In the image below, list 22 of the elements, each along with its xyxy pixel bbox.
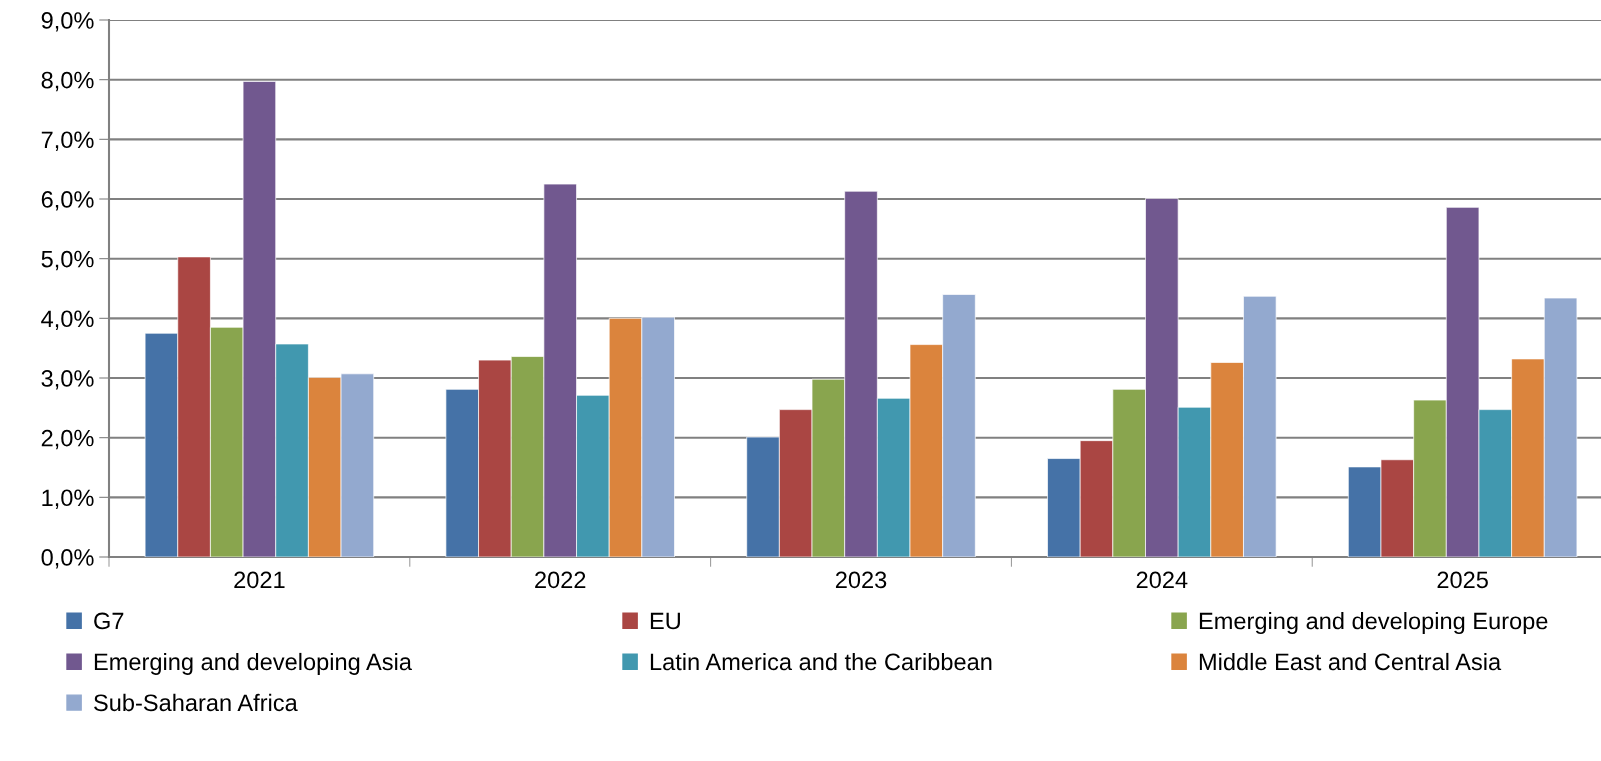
x-tick-label: 2025: [1437, 571, 1488, 589]
y-tick-label: 6,0%: [41, 191, 94, 211]
y-tick-label: 7,0%: [41, 131, 94, 151]
legend-label: G7: [94, 612, 124, 630]
y-tick-label: 2,0%: [41, 429, 94, 450]
y-tick-label: 3,0%: [41, 370, 94, 390]
y-tick-label: 8,0%: [41, 71, 94, 92]
legend-label: Sub-Saharan Africa: [94, 693, 298, 712]
x-tick-label: 2021: [234, 571, 285, 589]
legend-label: EU: [650, 612, 680, 630]
legend-label: Latin America and the Caribbean: [650, 652, 992, 671]
y-tick-label: 4,0%: [41, 310, 94, 330]
legend-label: Emerging and developing Europe: [1199, 612, 1548, 635]
y-tick-label: 0,0%: [41, 549, 94, 569]
legend-label: Emerging and developing Asia: [94, 652, 412, 675]
x-tick-label: 2023: [835, 571, 887, 589]
y-tick-label: 1,0%: [42, 489, 94, 509]
x-tick-label: 2024: [1136, 571, 1188, 589]
x-tick-label: 2022: [535, 571, 586, 589]
y-tick-label: 5,0%: [41, 250, 94, 271]
legend-label: Middle East and Central Asia: [1199, 652, 1502, 671]
y-tick-label: 9,0%: [41, 12, 94, 32]
